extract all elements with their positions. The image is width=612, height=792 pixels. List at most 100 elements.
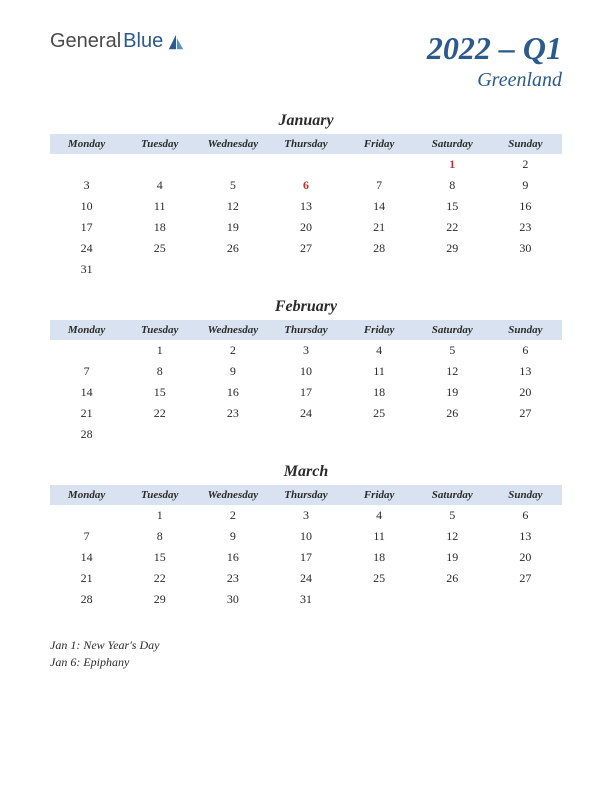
day-cell: 9 — [489, 175, 562, 196]
day-cell — [50, 340, 123, 361]
week-row: 123456 — [50, 340, 562, 361]
weekday-header: Thursday — [269, 134, 342, 154]
day-cell: 26 — [196, 238, 269, 259]
day-cell: 29 — [123, 589, 196, 610]
month-block: MarchMondayTuesdayWednesdayThursdayFrida… — [50, 463, 562, 610]
day-cell: 31 — [50, 259, 123, 280]
day-cell — [489, 259, 562, 280]
day-cell: 27 — [269, 238, 342, 259]
calendar-table: MondayTuesdayWednesdayThursdayFridaySatu… — [50, 134, 562, 280]
day-cell: 14 — [343, 196, 416, 217]
day-cell: 27 — [489, 568, 562, 589]
weekday-header: Saturday — [416, 485, 489, 505]
day-cell: 8 — [123, 361, 196, 382]
day-cell: 11 — [123, 196, 196, 217]
day-cell: 13 — [269, 196, 342, 217]
calendar-container: JanuaryMondayTuesdayWednesdayThursdayFri… — [0, 102, 612, 610]
weekday-header: Friday — [343, 134, 416, 154]
weekday-header: Monday — [50, 134, 123, 154]
day-cell: 14 — [50, 547, 123, 568]
day-cell: 6 — [489, 505, 562, 526]
day-cell: 27 — [489, 403, 562, 424]
week-row: 21222324252627 — [50, 568, 562, 589]
day-cell — [123, 259, 196, 280]
day-cell — [50, 505, 123, 526]
day-cell: 13 — [489, 361, 562, 382]
day-cell: 8 — [416, 175, 489, 196]
day-cell — [489, 589, 562, 610]
day-cell: 1 — [416, 154, 489, 175]
day-cell — [416, 424, 489, 445]
day-cell: 25 — [343, 568, 416, 589]
day-cell: 30 — [489, 238, 562, 259]
day-cell: 23 — [196, 568, 269, 589]
holiday-item: Jan 1: New Year's Day — [50, 638, 562, 653]
day-cell — [343, 259, 416, 280]
day-cell: 13 — [489, 526, 562, 547]
day-cell: 22 — [123, 568, 196, 589]
day-cell: 16 — [489, 196, 562, 217]
month-name: February — [50, 298, 562, 316]
day-cell: 2 — [196, 340, 269, 361]
day-cell: 2 — [196, 505, 269, 526]
day-cell: 21 — [50, 403, 123, 424]
day-cell: 18 — [343, 547, 416, 568]
day-cell — [269, 154, 342, 175]
day-cell: 7 — [343, 175, 416, 196]
calendar-table: MondayTuesdayWednesdayThursdayFridaySatu… — [50, 485, 562, 610]
day-cell: 11 — [343, 526, 416, 547]
weekday-header: Tuesday — [123, 134, 196, 154]
day-cell: 18 — [123, 217, 196, 238]
month-block: JanuaryMondayTuesdayWednesdayThursdayFri… — [50, 112, 562, 280]
day-cell: 5 — [416, 340, 489, 361]
day-cell: 15 — [123, 382, 196, 403]
day-cell: 10 — [269, 361, 342, 382]
day-cell: 15 — [123, 547, 196, 568]
week-row: 31 — [50, 259, 562, 280]
weekday-header: Tuesday — [123, 485, 196, 505]
day-cell: 3 — [269, 505, 342, 526]
day-cell: 31 — [269, 589, 342, 610]
day-cell — [343, 424, 416, 445]
day-cell: 20 — [269, 217, 342, 238]
day-cell — [50, 154, 123, 175]
day-cell: 16 — [196, 547, 269, 568]
week-row: 78910111213 — [50, 526, 562, 547]
calendar-table: MondayTuesdayWednesdayThursdayFridaySatu… — [50, 320, 562, 445]
day-cell: 5 — [416, 505, 489, 526]
day-cell: 14 — [50, 382, 123, 403]
day-cell — [123, 154, 196, 175]
day-cell: 24 — [269, 403, 342, 424]
day-cell — [489, 424, 562, 445]
page-title: 2022 – Q1 — [427, 30, 562, 67]
day-cell: 30 — [196, 589, 269, 610]
day-cell: 7 — [50, 526, 123, 547]
day-cell: 3 — [50, 175, 123, 196]
day-cell: 20 — [489, 547, 562, 568]
day-cell: 28 — [50, 589, 123, 610]
day-cell: 1 — [123, 340, 196, 361]
weekday-header: Monday — [50, 320, 123, 340]
weekday-header: Sunday — [489, 485, 562, 505]
holidays-list: Jan 1: New Year's DayJan 6: Epiphany — [0, 628, 612, 682]
weekday-header: Friday — [343, 320, 416, 340]
day-cell — [123, 424, 196, 445]
day-cell: 21 — [343, 217, 416, 238]
day-cell: 19 — [196, 217, 269, 238]
day-cell: 9 — [196, 361, 269, 382]
day-cell: 25 — [343, 403, 416, 424]
day-cell: 25 — [123, 238, 196, 259]
day-cell: 9 — [196, 526, 269, 547]
day-cell: 20 — [489, 382, 562, 403]
day-cell — [196, 259, 269, 280]
day-cell — [343, 154, 416, 175]
day-cell: 6 — [489, 340, 562, 361]
day-cell: 10 — [50, 196, 123, 217]
weekday-header: Wednesday — [196, 485, 269, 505]
weekday-header: Friday — [343, 485, 416, 505]
day-cell: 1 — [123, 505, 196, 526]
day-cell — [196, 424, 269, 445]
day-cell: 4 — [123, 175, 196, 196]
day-cell — [416, 589, 489, 610]
logo-sail-icon — [167, 33, 185, 51]
